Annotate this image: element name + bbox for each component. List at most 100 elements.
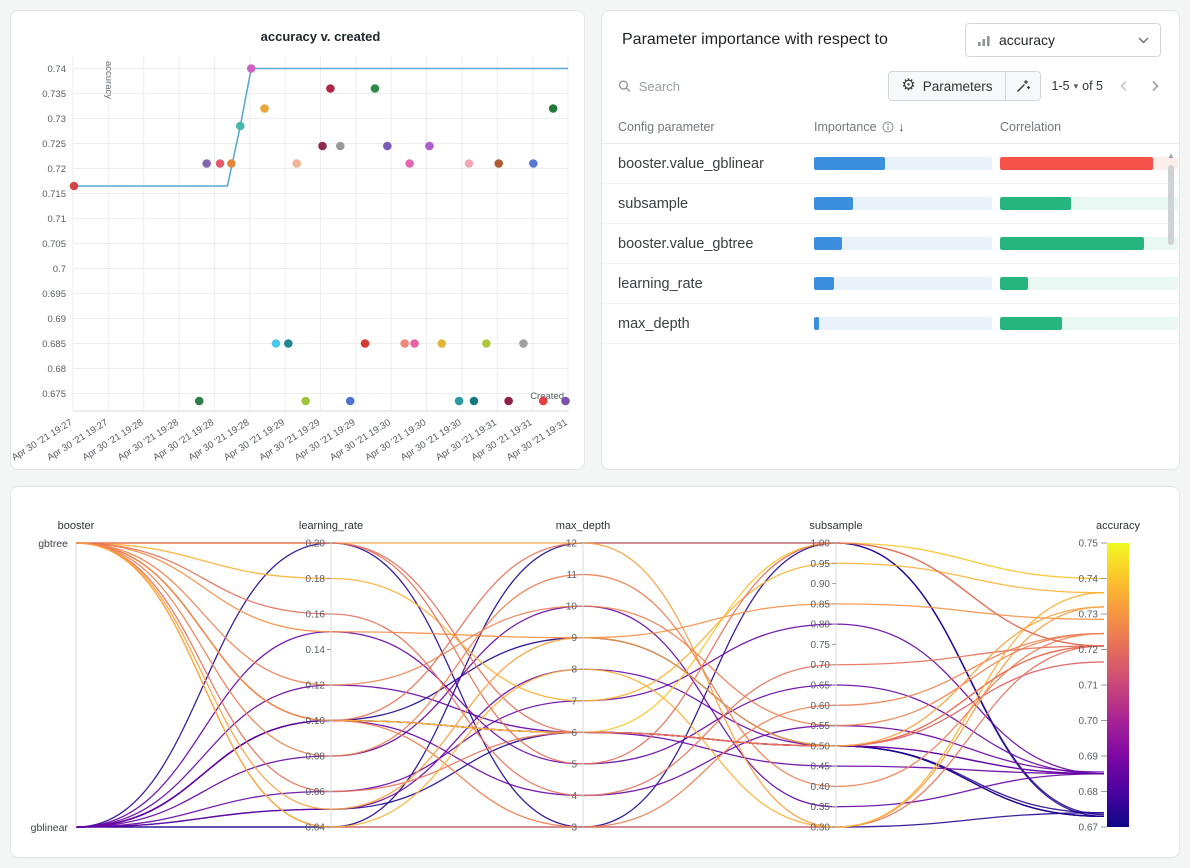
- svg-text:Apr 30 '21 19:30: Apr 30 '21 19:30: [363, 417, 428, 463]
- magic-wand-icon: [1016, 80, 1030, 93]
- svg-text:0.50: 0.50: [811, 741, 831, 752]
- svg-text:accuracy: accuracy: [1096, 520, 1141, 532]
- svg-text:Apr 30 '21 19:31: Apr 30 '21 19:31: [505, 417, 570, 463]
- pagination-total: of 5: [1082, 79, 1103, 93]
- svg-text:12: 12: [566, 539, 578, 550]
- svg-text:1.00: 1.00: [811, 539, 831, 550]
- svg-text:0.16: 0.16: [306, 610, 326, 621]
- table-row[interactable]: max_depth: [602, 304, 1179, 344]
- svg-text:0.69: 0.69: [48, 314, 67, 325]
- svg-text:10: 10: [566, 602, 578, 613]
- svg-text:0.14: 0.14: [306, 645, 326, 656]
- next-page-button[interactable]: [1145, 76, 1165, 96]
- table-row[interactable]: subsample: [602, 184, 1179, 224]
- config-parameter-name: learning_rate: [618, 275, 703, 292]
- scrollbar[interactable]: ▲: [1166, 151, 1176, 461]
- svg-text:0.12: 0.12: [306, 681, 326, 692]
- column-config-parameter[interactable]: Config parameter: [618, 120, 715, 134]
- search-box[interactable]: [618, 77, 878, 95]
- config-parameter-name: booster.value_gblinear: [618, 155, 764, 172]
- svg-text:0.69: 0.69: [1079, 752, 1099, 763]
- svg-text:0.04: 0.04: [306, 823, 326, 834]
- parallel-coordinates-panel: gbtree gblinear booster 0.04 0.06 0.08 0.10 0.1…: [10, 486, 1180, 858]
- svg-text:0.71: 0.71: [1079, 681, 1099, 692]
- svg-text:Apr 30 '21 19:30: Apr 30 '21 19:30: [328, 417, 393, 463]
- svg-text:0.73: 0.73: [48, 114, 67, 125]
- svg-text:0.85: 0.85: [811, 599, 831, 610]
- svg-text:gbtree: gbtree: [38, 538, 68, 550]
- parameters-button[interactable]: ⚙ Parameters: [889, 72, 1005, 100]
- svg-text:0.735: 0.735: [42, 89, 66, 100]
- chevron-left-icon: [1120, 80, 1127, 92]
- svg-text:0.30: 0.30: [811, 823, 831, 834]
- svg-text:accuracy v. created: accuracy v. created: [261, 29, 381, 44]
- parallel-coordinates-chart[interactable]: gbtree gblinear booster 0.04 0.06 0.08 0.10 0.1…: [11, 487, 1179, 857]
- importance-bar: [814, 197, 992, 210]
- column-importance[interactable]: Importance ↓: [814, 120, 905, 134]
- config-parameter-name: subsample: [618, 195, 689, 212]
- svg-text:0.68: 0.68: [48, 364, 67, 375]
- column-correlation[interactable]: Correlation: [1000, 120, 1062, 134]
- svg-text:9: 9: [571, 633, 577, 644]
- correlation-bar: [1000, 197, 1178, 210]
- table-row[interactable]: booster.value_gbtree: [602, 224, 1179, 264]
- svg-text:0.80: 0.80: [811, 620, 831, 631]
- parameters-button-label: Parameters: [922, 78, 993, 94]
- svg-text:0.72: 0.72: [1079, 645, 1099, 656]
- svg-text:gblinear: gblinear: [31, 822, 69, 834]
- svg-text:Apr 30 '21 19:28: Apr 30 '21 19:28: [81, 417, 146, 463]
- panel-header: Parameter importance with respect to acc…: [602, 11, 1179, 65]
- magic-wand-button[interactable]: [1004, 72, 1040, 100]
- caret-down-icon: ▾: [1073, 80, 1079, 91]
- importance-bar: [814, 277, 992, 290]
- svg-text:0.725: 0.725: [42, 139, 66, 150]
- scroll-up-icon[interactable]: ▲: [1167, 151, 1175, 160]
- svg-text:0.715: 0.715: [42, 189, 66, 200]
- svg-text:accuracy: accuracy: [103, 61, 114, 99]
- table-row[interactable]: learning_rate: [602, 264, 1179, 304]
- parameters-button-group: ⚙ Parameters: [888, 71, 1041, 101]
- svg-text:11: 11: [567, 570, 578, 581]
- correlation-bar: [1000, 157, 1178, 170]
- svg-text:0.40: 0.40: [811, 782, 831, 793]
- importance-bar: [814, 317, 992, 330]
- svg-text:Apr 30 '21 19:31: Apr 30 '21 19:31: [434, 417, 499, 463]
- metric-dropdown[interactable]: accuracy: [965, 23, 1161, 57]
- svg-text:Apr 30 '21 19:28: Apr 30 '21 19:28: [116, 417, 181, 463]
- svg-text:0.60: 0.60: [811, 701, 831, 712]
- table-row[interactable]: booster.value_gblinear: [602, 144, 1179, 184]
- svg-text:0.705: 0.705: [42, 239, 66, 250]
- svg-text:0.65: 0.65: [811, 681, 831, 692]
- panel-title: Parameter importance with respect to: [622, 31, 888, 48]
- chevron-down-icon: [1138, 37, 1149, 43]
- svg-text:0.20: 0.20: [306, 539, 326, 550]
- svg-text:8: 8: [571, 665, 577, 676]
- svg-text:6: 6: [571, 728, 577, 739]
- scrollbar-thumb[interactable]: [1168, 165, 1174, 245]
- config-parameter-name: max_depth: [618, 315, 690, 332]
- svg-text:0.72: 0.72: [48, 164, 67, 175]
- svg-text:0.55: 0.55: [811, 721, 831, 732]
- correlation-bar: [1000, 277, 1178, 290]
- svg-text:0.74: 0.74: [1079, 574, 1099, 585]
- sort-desc-icon[interactable]: ↓: [898, 120, 905, 134]
- svg-text:Apr 30 '21 19:28: Apr 30 '21 19:28: [187, 417, 252, 463]
- search-icon: [618, 80, 631, 92]
- table-toolbar: ⚙ Parameters 1-5 ▾ of 5: [602, 65, 1179, 111]
- search-input[interactable]: [636, 77, 878, 95]
- svg-text:0.68: 0.68: [1079, 787, 1099, 798]
- pagination-info[interactable]: 1-5 ▾ of 5: [1052, 79, 1103, 93]
- svg-text:0.35: 0.35: [811, 802, 831, 813]
- svg-text:0.74: 0.74: [48, 64, 67, 75]
- svg-text:7: 7: [571, 696, 577, 707]
- svg-text:max_depth: max_depth: [556, 520, 610, 532]
- svg-text:Apr 30 '21 19:28: Apr 30 '21 19:28: [151, 417, 216, 463]
- svg-text:0.45: 0.45: [811, 762, 831, 773]
- prev-page-button[interactable]: [1114, 76, 1134, 96]
- svg-text:4: 4: [571, 791, 577, 802]
- svg-text:0.06: 0.06: [306, 787, 326, 798]
- svg-text:0.75: 0.75: [811, 640, 831, 651]
- parameter-importance-panel: Parameter importance with respect to acc…: [601, 10, 1180, 470]
- svg-text:Apr 30 '21 19:31: Apr 30 '21 19:31: [470, 417, 535, 463]
